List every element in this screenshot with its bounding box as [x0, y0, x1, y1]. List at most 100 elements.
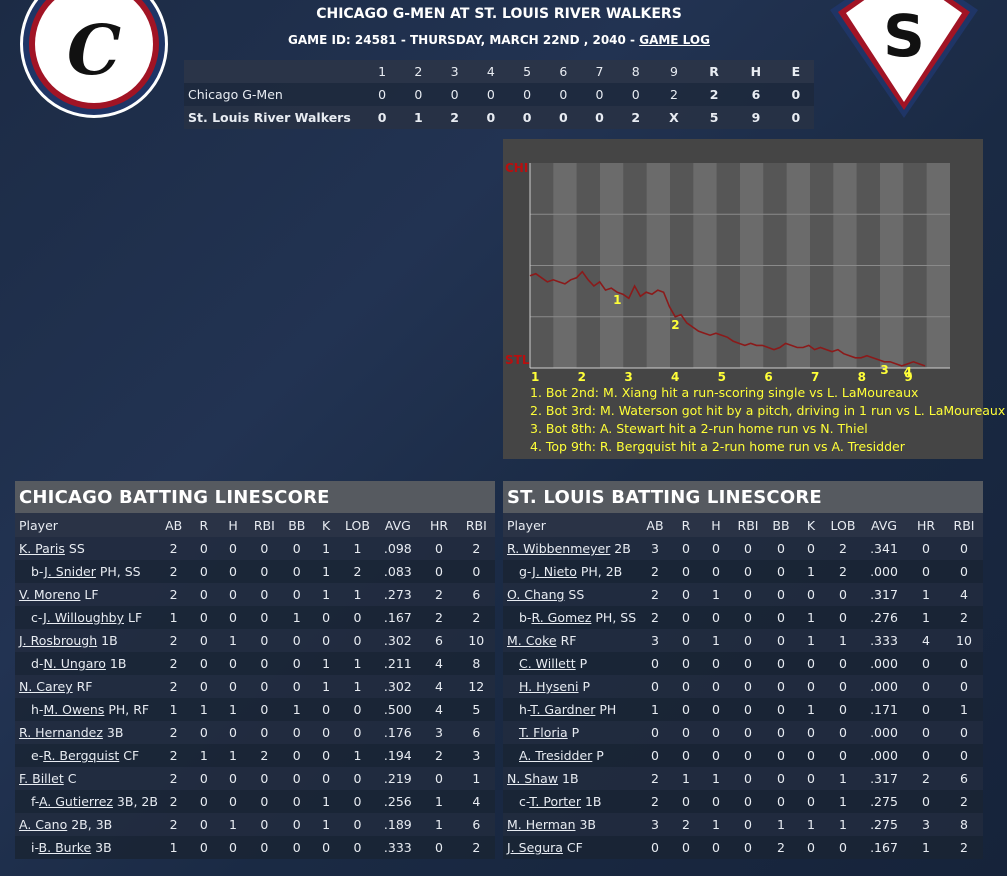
batting-stat-cell: 1 — [457, 767, 495, 790]
player-name-link[interactable]: R. Hernandez — [19, 725, 103, 740]
player-name-link[interactable]: T. Gardner — [530, 702, 596, 717]
batting-stat-cell: 0 — [218, 560, 248, 583]
player-name-link[interactable]: F. Billet — [19, 771, 64, 786]
player-name-link[interactable]: J. Segura — [507, 840, 563, 855]
batting-stat-cell: 0 — [701, 537, 731, 560]
player-name-link[interactable]: C. Willett — [519, 656, 576, 671]
player-name-link[interactable]: M. Herman — [507, 817, 576, 832]
linescore-col-header: E — [777, 60, 814, 83]
batting-stat-cell: 3 — [639, 537, 671, 560]
batting-stat-cell: 1 — [907, 836, 945, 859]
stlouis-batting-panel: ST. LOUIS BATTING LINESCORE Player AB R H RB… — [503, 481, 983, 859]
batting-stat-cell: 0 — [797, 767, 825, 790]
batting-stat-cell: 2 — [945, 790, 983, 813]
player-name-link[interactable]: B. Burke — [38, 840, 92, 855]
batting-stat-cell: 2 — [457, 537, 495, 560]
player-name-link[interactable]: J. Snider — [44, 564, 96, 579]
linescore-total-e: 0 — [791, 87, 801, 102]
batting-row: f-A. Gutierrez 3B, 2B 2 0 0 0 0 1 0.256 1 4 — [15, 790, 495, 813]
player-name-link[interactable]: O. Chang — [507, 587, 565, 602]
player-name-link[interactable]: A. Gutierrez — [38, 794, 113, 809]
batting-stat-cell: 0 — [312, 836, 340, 859]
player-name-link[interactable]: M. Owens — [43, 702, 105, 717]
batting-stat-cell: 0 — [765, 790, 797, 813]
batting-stat-cell: 0 — [189, 813, 219, 836]
key-plays-list: 1. Bot 2nd: M. Xiang hit a run-scoring s… — [530, 384, 1005, 456]
stlouis-batting-header: Player AB R H RBI BB K LOB AVG HR RBI — [503, 513, 983, 537]
batting-stat-cell: 0 — [907, 790, 945, 813]
linescore-inning-cell: 0 — [523, 87, 532, 102]
player-position: SS — [64, 541, 85, 556]
player-name-link[interactable]: H. Hyseni — [519, 679, 579, 694]
batting-stat-cell: 3 — [639, 629, 671, 652]
linescore-total-h: 9 — [751, 110, 761, 125]
batting-stat-cell: 0 — [731, 767, 765, 790]
batting-stat-cell: 2 — [639, 790, 671, 813]
chicago-batting-header: Player AB R H RBI BB K LOB AVG HR RBI — [15, 513, 495, 537]
batting-stat-cell: 0 — [339, 790, 376, 813]
home-team-logo[interactable]: S — [828, 0, 980, 120]
player-name-link[interactable]: R. Bergquist — [43, 748, 120, 763]
batting-stat-cell: 4 — [420, 675, 458, 698]
linescore-inning-cell: 2 — [631, 110, 641, 125]
batting-row: J. Segura CF 0 0 0 0 2 0 0.167 1 2 — [503, 836, 983, 859]
player-position: RF — [556, 633, 577, 648]
batting-player-cell: h-T. Gardner PH — [503, 698, 639, 721]
batting-stat-cell: 0 — [420, 767, 458, 790]
batting-stat-cell: 4 — [457, 790, 495, 813]
away-team-logo[interactable]: C — [20, 0, 168, 118]
batting-stat-cell: 0 — [247, 836, 282, 859]
player-position: P — [592, 748, 604, 763]
batting-stat-cell: 4 — [945, 583, 983, 606]
player-name-link[interactable]: K. Paris — [19, 541, 65, 556]
player-name-link[interactable]: V. Moreno — [19, 587, 81, 602]
batting-stat-cell: 0 — [218, 606, 248, 629]
linescore-inning-cell: 0 — [595, 110, 604, 125]
batting-stat-cell: 1 — [339, 744, 376, 767]
batting-stat-cell: .211 — [375, 652, 421, 675]
batting-stat-cell: 0 — [457, 560, 495, 583]
player-name-link[interactable]: N. Carey — [19, 679, 73, 694]
batting-stat-cell: 1 — [218, 813, 248, 836]
batting-stat-cell: .167 — [861, 836, 907, 859]
batting-row: c-T. Porter 1B 2 0 0 0 0 0 1.275 0 2 — [503, 790, 983, 813]
batting-stat-cell: 2 — [157, 537, 190, 560]
player-name-link[interactable]: N. Shaw — [507, 771, 559, 786]
player-name-link[interactable]: A. Cano — [19, 817, 68, 832]
player-name-link[interactable]: R. Gomez — [531, 610, 592, 625]
batting-stat-cell: 0 — [671, 583, 701, 606]
player-name-link[interactable]: A. Tresidder — [519, 748, 593, 763]
chart-top-team-label: CHI — [505, 161, 528, 175]
player-name-link[interactable]: J. Nieto — [532, 564, 577, 579]
batting-stat-cell: 0 — [907, 675, 945, 698]
batting-stat-cell: 0 — [945, 652, 983, 675]
game-log-link[interactable]: GAME LOG — [639, 33, 710, 47]
batting-stat-cell: 0 — [945, 721, 983, 744]
batting-stat-cell: .000 — [861, 675, 907, 698]
player-name-link[interactable]: T. Porter — [529, 794, 581, 809]
batting-stat-cell: 0 — [247, 767, 282, 790]
player-name-link[interactable]: J. Willoughby — [43, 610, 124, 625]
linescore-col-header: H — [734, 60, 778, 83]
batting-col-header: H — [701, 513, 731, 537]
player-name-link[interactable]: J. Rosbrough — [19, 633, 98, 648]
batting-stat-cell: 0 — [420, 560, 458, 583]
batting-stat-cell: 1 — [312, 652, 340, 675]
linescore-home-row: St. Louis River Walkers 0 1 2 0 0 0 0 2 X 5 9 0 — [184, 106, 814, 129]
batting-stat-cell: 0 — [189, 675, 219, 698]
player-name-link[interactable]: N. Ungaro — [43, 656, 106, 671]
batting-stat-cell: 8 — [945, 813, 983, 836]
batting-stat-cell: 1 — [312, 537, 340, 560]
batting-stat-cell: 2 — [157, 560, 190, 583]
batting-stat-cell: 0 — [945, 560, 983, 583]
batting-col-header: K — [312, 513, 340, 537]
player-name-link[interactable]: R. Wibbenmeyer — [507, 541, 611, 556]
player-name-link[interactable]: T. Floria — [519, 725, 568, 740]
batting-stat-cell: 2 — [420, 744, 458, 767]
batting-player-cell: b-R. Gomez PH, SS — [503, 606, 639, 629]
batting-stat-cell: 0 — [825, 583, 861, 606]
batting-stat-cell: 0 — [765, 767, 797, 790]
player-position: LF — [124, 610, 143, 625]
player-name-link[interactable]: M. Coke — [507, 633, 557, 648]
batting-stat-cell: .341 — [861, 537, 907, 560]
